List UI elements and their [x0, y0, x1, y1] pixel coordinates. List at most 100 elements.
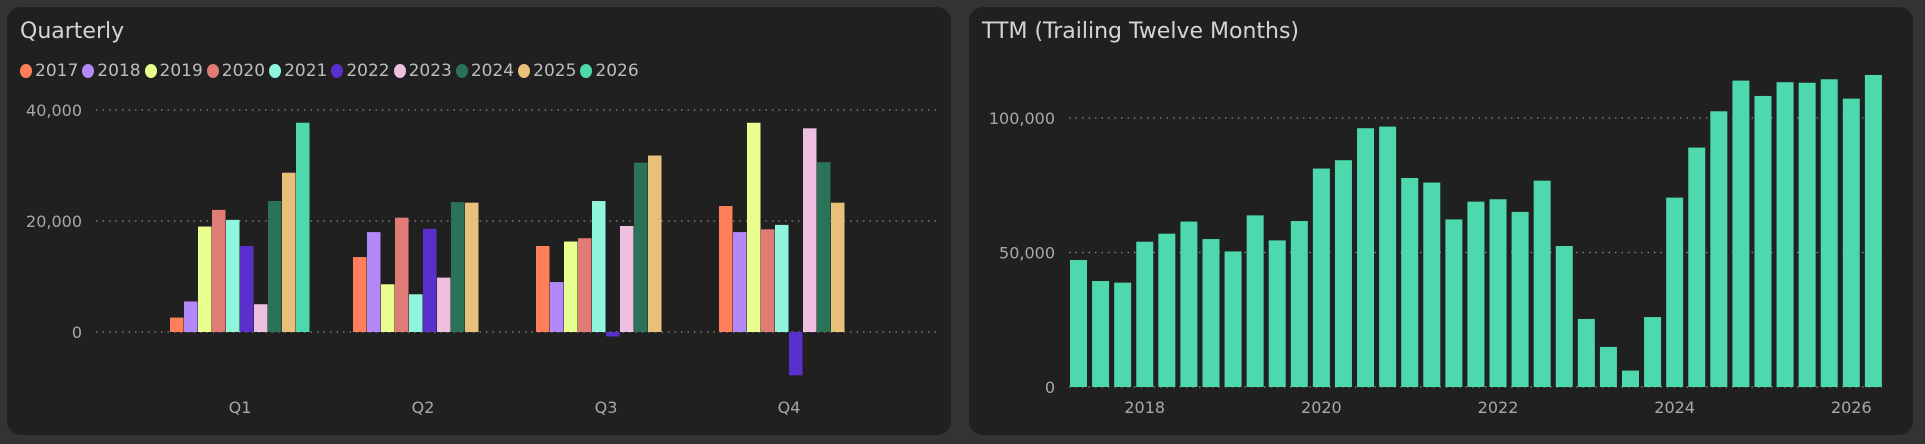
legend-label: 2023 [408, 61, 452, 81]
legend-label: 2024 [470, 61, 515, 81]
y-tick-label: 50,000 [999, 244, 1055, 263]
legend-item-2024[interactable]: 2024 [455, 61, 515, 81]
ttm-bar [1489, 199, 1507, 387]
bar-Q2-2021 [409, 294, 423, 332]
ttm-bar [1467, 201, 1485, 387]
y-tick-label: 0 [72, 323, 82, 342]
bar-Q1-2025 [282, 172, 296, 332]
legend-label: 2026 [595, 61, 639, 81]
ttm-bar [1158, 233, 1176, 387]
ttm-bar [1312, 168, 1330, 387]
ttm-bar [1688, 147, 1706, 387]
bar-Q2-2023 [437, 277, 451, 332]
bar-Q1-2026 [296, 122, 310, 332]
legend-label: 2021 [284, 61, 328, 81]
legend-item-2017[interactable]: 2017 [20, 61, 78, 81]
bar-Q1-2023 [254, 304, 268, 332]
bar-Q3-2025 [648, 155, 662, 332]
legend-item-2019[interactable]: 2019 [144, 61, 203, 81]
legend-swatch [455, 64, 468, 78]
legend-swatch [518, 64, 531, 78]
y-tick-label: 0 [1045, 378, 1055, 397]
x-tick-label: Q4 [778, 398, 801, 417]
x-tick-label: Q1 [229, 398, 252, 417]
bar-Q4-2017 [719, 206, 733, 332]
legend-swatch [580, 64, 593, 78]
bar-Q1-2024 [268, 201, 282, 332]
legend-item-2020[interactable]: 2020 [206, 61, 266, 81]
x-tick-label: 2020 [1301, 398, 1342, 417]
quarterly-panel: Quarterly 2017 2018 2019 2020 2021 2022 2023 20… [7, 7, 951, 435]
x-tick-label: Q2 [412, 398, 435, 417]
ttm-bar [1401, 177, 1419, 387]
bar-Q3-2019 [564, 241, 578, 332]
bar-Q2-2019 [381, 284, 395, 332]
legend-swatch [331, 64, 344, 78]
legend-label: 2020 [221, 61, 266, 81]
bar-Q3-2024 [634, 162, 648, 332]
bar-Q3-2022 [606, 332, 620, 337]
ttm-bar [1445, 219, 1463, 387]
quarterly-title: Quarterly [20, 19, 125, 44]
bar-Q4-2024 [817, 162, 831, 332]
bar-Q2-2018 [367, 232, 381, 332]
x-tick-label: 2022 [1478, 398, 1519, 417]
legend-label: 2019 [159, 61, 203, 81]
ttm-bar [1423, 182, 1441, 387]
bar-Q4-2025 [831, 202, 845, 332]
ttm-bar [1290, 221, 1308, 387]
bar-Q3-2023 [620, 225, 634, 332]
ttm-bar [1246, 215, 1264, 387]
ttm-bar [1577, 318, 1595, 387]
ttm-bar [1754, 95, 1772, 387]
x-tick-label: 2026 [1831, 398, 1872, 417]
ttm-bar [1776, 82, 1794, 388]
bar-Q4-2022 [789, 332, 803, 376]
ttm-bar [1180, 221, 1198, 387]
bar-Q3-2020 [578, 238, 592, 332]
bar-Q3-2017 [536, 245, 550, 332]
bar-Q2-2024 [451, 202, 465, 332]
bar-Q4-2021 [775, 224, 789, 332]
ttm-bar [1599, 346, 1617, 387]
legend-item-2021[interactable]: 2021 [269, 61, 327, 81]
legend-item-2025[interactable]: 2025 [518, 61, 576, 81]
legend-item-2022[interactable]: 2022 [331, 61, 390, 81]
legend-swatch [269, 64, 282, 78]
ttm-bar [1864, 74, 1882, 388]
quarterly-legend: 2017 2018 2019 2020 2021 2022 2023 2024 2025 2026 [20, 61, 643, 81]
ttm-bar [1644, 317, 1662, 387]
bar-Q4-2018 [733, 232, 747, 332]
ttm-bar [1224, 251, 1242, 387]
bar-Q4-2020 [761, 229, 775, 332]
bar-Q1-2022 [240, 245, 254, 332]
ttm-bar [1622, 370, 1639, 387]
legend-label: 2018 [97, 61, 141, 81]
ttm-bar [1114, 282, 1132, 387]
bar-Q3-2021 [592, 201, 606, 332]
bar-Q2-2025 [465, 202, 479, 332]
legend-swatch [393, 64, 406, 78]
ttm-bar [1710, 111, 1728, 388]
bar-Q4-2023 [803, 128, 817, 332]
ttm-bar [1842, 98, 1860, 387]
bar-Q2-2017 [353, 257, 367, 332]
legend-item-2026[interactable]: 2026 [580, 61, 639, 81]
ttm-bar [1533, 180, 1551, 387]
ttm-bar [1357, 128, 1375, 388]
legend-swatch [144, 64, 157, 78]
ttm-bar [1136, 241, 1154, 387]
legend-item-2023[interactable]: 2023 [393, 61, 452, 81]
ttm-title: TTM (Trailing Twelve Months) [982, 19, 1300, 44]
ttm-bar [1732, 80, 1750, 387]
ttm-bar [1798, 82, 1816, 388]
bar-Q2-2020 [395, 217, 409, 332]
y-tick-label: 20,000 [26, 212, 82, 231]
bar-Q1-2021 [226, 219, 240, 332]
ttm-bar [1092, 281, 1110, 387]
bar-Q1-2019 [198, 226, 212, 332]
x-tick-label: 2024 [1654, 398, 1695, 417]
legend-item-2018[interactable]: 2018 [82, 61, 141, 81]
legend-label: 2025 [533, 61, 577, 81]
